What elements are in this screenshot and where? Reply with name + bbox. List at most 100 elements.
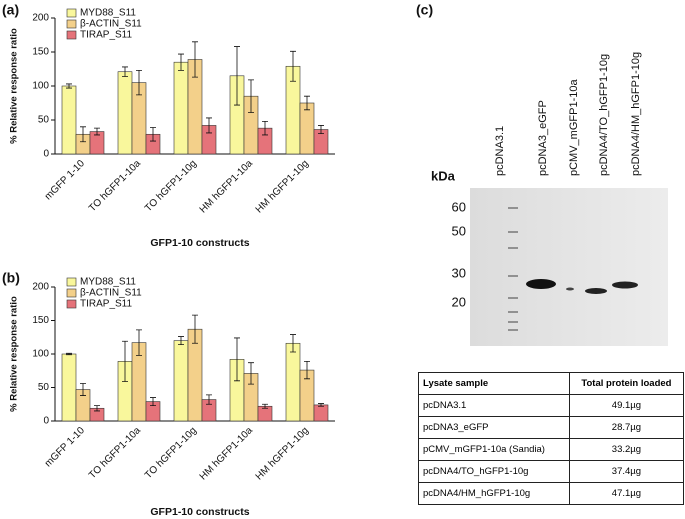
- table-cell: pcDNA3_eGFP: [418, 416, 570, 439]
- lane-label: pCMV_mGFP1-10a: [568, 79, 580, 176]
- table-cell: 49.1µg: [568, 394, 685, 417]
- x-tick-label: TO hGFP1-10g: [143, 425, 199, 481]
- table-cell: 37.4µg: [568, 460, 685, 483]
- legend-label: MYD88_S11: [80, 8, 136, 19]
- bar: [173, 340, 189, 422]
- error-bar: [136, 329, 142, 356]
- table-cell: pCMV_mGFP1-10a (Sandia): [418, 438, 570, 461]
- legend-label: TIRAP_S11: [80, 299, 132, 310]
- y-axis-title: % Relative response ratio: [9, 28, 20, 144]
- y-tick-label: 150: [32, 315, 49, 326]
- legend-swatch: [66, 8, 77, 18]
- lane-label: pcDNA3_eGFP: [537, 100, 549, 176]
- x-axis-title: GFP1-10 constructs: [150, 506, 249, 518]
- table-cell: pcDNA4/TO_hGFP1-10g: [418, 460, 570, 483]
- x-tick-label: TO hGFP1-10a: [87, 158, 143, 214]
- error-bar: [80, 126, 86, 143]
- error-bar: [122, 340, 128, 382]
- error-bar: [192, 314, 198, 344]
- error-bar: [150, 397, 156, 406]
- marker-label: 20: [452, 294, 466, 309]
- legend-swatch: [66, 299, 77, 309]
- error-bar: [66, 352, 72, 356]
- error-bar: [290, 50, 296, 82]
- error-bar: [122, 66, 128, 77]
- error-bar: [234, 46, 240, 106]
- panel-label: (a): [2, 2, 19, 18]
- error-bar: [304, 95, 310, 111]
- x-tick-label: mGFP 1-10: [43, 158, 88, 203]
- y-axis-title: % Relative response ratio: [9, 296, 20, 412]
- x-tick-label: HM hGFP1-10a: [198, 425, 256, 483]
- y-tick-label: 200: [32, 282, 49, 293]
- error-bar: [206, 117, 212, 134]
- y-tick-label: 50: [38, 115, 50, 126]
- legend-label: TIRAP_S11: [80, 30, 132, 41]
- table-header: Lysate sample: [418, 372, 570, 395]
- x-tick-label: TO hGFP1-10a: [87, 425, 143, 481]
- lane-label: pcDNA4/HM_hGFP1-10g: [630, 52, 642, 176]
- blot-unit: kDa: [431, 168, 456, 183]
- legend-label: β-ACTIN_S11: [80, 288, 142, 299]
- blot-image: [470, 188, 668, 346]
- error-bar: [80, 383, 86, 396]
- legend-swatch: [66, 19, 77, 29]
- error-bar: [304, 360, 310, 380]
- legend-label: MYD88_S11: [80, 277, 136, 288]
- error-bar: [94, 127, 100, 136]
- bar: [313, 404, 329, 422]
- legend-swatch: [66, 277, 77, 287]
- table-cell: pcDNA3.1: [418, 394, 570, 417]
- y-tick-label: 0: [43, 416, 49, 427]
- table-header: Total protein loaded: [568, 372, 685, 395]
- x-tick-label: TO hGFP1-10g: [143, 158, 199, 214]
- lane-label: pcDNA3.1: [494, 126, 506, 176]
- error-bar: [94, 405, 100, 412]
- y-tick-label: 0: [43, 149, 49, 160]
- error-bar: [234, 337, 240, 382]
- y-tick-label: 50: [38, 382, 50, 393]
- error-bar: [178, 53, 184, 71]
- error-bar: [248, 79, 254, 113]
- bar: [61, 353, 77, 422]
- table-cell: 28.7µg: [568, 416, 685, 439]
- error-bar: [262, 403, 268, 409]
- marker-label: 30: [452, 265, 466, 280]
- bar: [61, 85, 77, 155]
- bar: [299, 102, 315, 155]
- error-bar: [206, 394, 212, 405]
- bar: [173, 61, 189, 155]
- error-bar: [150, 127, 156, 142]
- error-bar: [192, 41, 198, 78]
- legend-swatch: [66, 288, 77, 298]
- protein-table: Lysate sample Total protein loaded pcDNA3…: [418, 372, 685, 505]
- error-bar: [66, 83, 72, 89]
- error-bar: [290, 334, 296, 353]
- table-cell: 33.2µg: [568, 438, 685, 461]
- marker-label: 60: [452, 199, 466, 214]
- error-bar: [136, 69, 142, 96]
- y-tick-label: 150: [32, 47, 49, 58]
- bar: [285, 342, 301, 422]
- x-tick-label: HM hGFP1-10a: [198, 158, 256, 216]
- legend-label: β-ACTIN_S11: [80, 19, 142, 30]
- bar: [117, 71, 133, 155]
- lane-label: pcDNA4/TO_hGFP1-10g: [598, 54, 610, 176]
- error-bar: [318, 403, 324, 407]
- error-bar: [248, 362, 254, 385]
- error-bar: [178, 336, 184, 346]
- y-tick-label: 100: [32, 81, 49, 92]
- marker-label: 50: [452, 223, 466, 238]
- y-tick-label: 200: [32, 13, 49, 24]
- table-cell: 47.1µg: [568, 482, 685, 505]
- x-tick-label: mGFP 1-10: [43, 425, 88, 470]
- x-tick-label: HM hGFP1-10g: [254, 425, 311, 482]
- y-tick-label: 100: [32, 349, 49, 360]
- x-axis-title: GFP1-10 constructs: [150, 237, 249, 249]
- legend-swatch: [66, 30, 77, 40]
- panel-label: (b): [2, 270, 20, 286]
- panel-label: (c): [416, 2, 433, 18]
- error-bar: [262, 120, 268, 136]
